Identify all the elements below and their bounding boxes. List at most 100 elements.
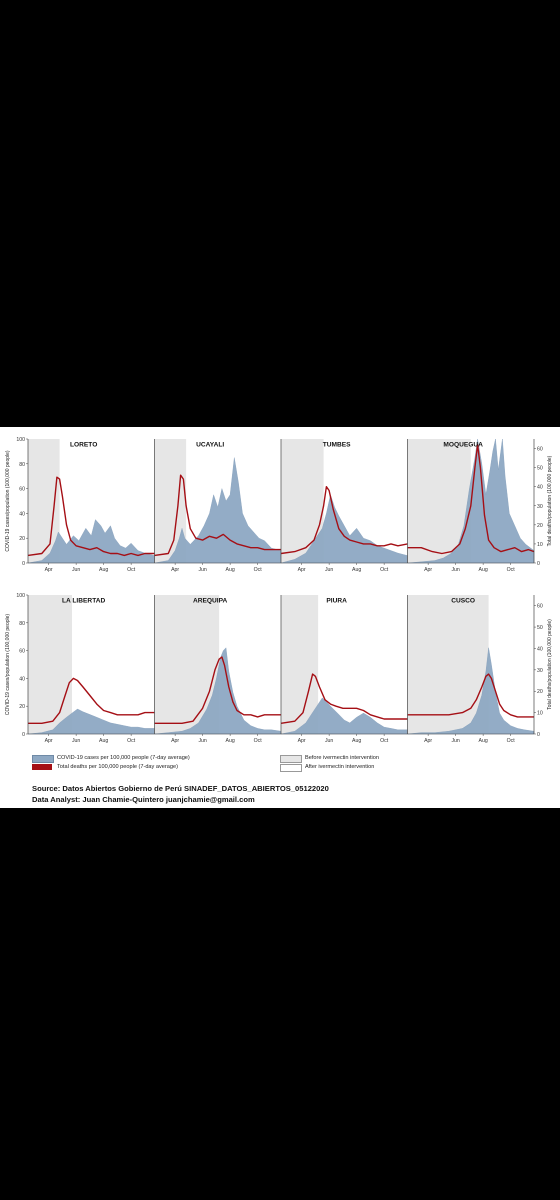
y-left-tick-label: 20 — [19, 536, 25, 542]
x-tick-label: Oct — [254, 567, 263, 573]
region-panel-la-libertad: LA LIBERTAD Apr Jun Aug Oct — [27, 595, 155, 744]
y-right-tick-label: 0 — [537, 732, 540, 738]
y-left-tick-label: 60 — [19, 487, 25, 493]
x-tick-label: Oct — [380, 567, 389, 573]
region-title: PIURA — [326, 598, 347, 605]
deaths-line — [154, 656, 281, 724]
x-tick-label: Jun — [451, 738, 459, 744]
region-panel-arequipa: AREQUIPA Apr Jun Aug Oct — [154, 595, 282, 744]
region-title: AREQUIPA — [193, 598, 228, 605]
region-panel-loreto: LORETO Apr Jun Aug Oct — [27, 439, 155, 573]
cases-area — [407, 647, 535, 735]
deaths-line — [154, 474, 281, 557]
cases-legend-label: COVID-19 cases per 100,000 people (7-day… — [57, 755, 190, 761]
y-left-tick-label: 20 — [19, 704, 25, 710]
x-tick-label: Oct — [507, 738, 516, 744]
x-tick-label: Apr — [45, 738, 53, 744]
x-tick-label: Jun — [72, 738, 80, 744]
deaths-line — [280, 486, 408, 555]
y-left-tick-label: 0 — [22, 561, 25, 567]
y-left-tick-label: 80 — [19, 462, 25, 468]
y-right-tick-label: 10 — [537, 711, 543, 717]
x-tick-label: Apr — [298, 567, 306, 573]
y-left-tick-label: 60 — [19, 649, 25, 655]
before-intervention-shade — [281, 595, 319, 734]
x-tick-label: Oct — [127, 567, 136, 573]
y-right-tick-label: 20 — [537, 523, 543, 529]
x-tick-label: Jun — [325, 567, 333, 573]
before-intervention-shade — [28, 595, 72, 734]
x-tick-label: Apr — [298, 738, 306, 744]
x-tick-label: Oct — [127, 738, 136, 744]
before-legend-label: Before ivermectin intervention — [305, 755, 379, 761]
y-right-tick-label: 40 — [537, 646, 543, 652]
region-panel-cusco: CUSCO Apr Jun Aug Oct — [407, 595, 535, 744]
y-left-tick-label: 40 — [19, 676, 25, 682]
cases-area — [27, 708, 155, 735]
y-right-tick-label: 30 — [537, 668, 543, 674]
y-right-tick-label: 50 — [537, 466, 543, 472]
after-legend-swatch — [280, 764, 302, 772]
y-right-tick-label: 20 — [537, 689, 543, 695]
y-right-tick-label: 0 — [537, 561, 540, 567]
region-panel-piura: PIURA Apr Jun Aug Oct — [280, 595, 408, 744]
region-title: LORETO — [70, 442, 97, 449]
deaths-legend-label: Total deaths per 100,000 people (7-day a… — [57, 764, 178, 770]
deaths-line — [28, 677, 155, 724]
cases-legend-swatch — [32, 755, 54, 763]
after-legend-label: After ivermectin intervention — [305, 764, 375, 770]
x-tick-label: Jun — [198, 567, 206, 573]
y-left-axis-label: COVID-19 cases/population (100,000 peopl… — [5, 614, 11, 716]
region-title: LA LIBERTAD — [62, 598, 105, 605]
x-tick-label: Oct — [254, 738, 263, 744]
region-title: CUSCO — [451, 598, 475, 605]
source-line: Source: Datos Abiertos Gobierno de Perú … — [32, 784, 329, 793]
deaths-line — [27, 476, 155, 557]
x-tick-label: Apr — [171, 738, 179, 744]
y-right-tick-label: 60 — [537, 447, 543, 453]
x-tick-label: Jun — [198, 738, 206, 744]
cases-area — [280, 697, 408, 735]
region-panel-moquegua: MOQUEGUA Apr Jun Aug Oct — [407, 438, 535, 573]
x-tick-label: Apr — [171, 567, 179, 573]
x-tick-label: Aug — [479, 567, 488, 573]
x-tick-label: Aug — [226, 738, 235, 744]
y-left-tick-label: 40 — [19, 511, 25, 517]
x-tick-label: Oct — [507, 567, 516, 573]
y-right-tick-label: 40 — [537, 485, 543, 491]
region-panel-tumbes: TUMBES Apr Jun Aug Oct — [280, 439, 408, 573]
y-left-tick-label: 80 — [19, 621, 25, 627]
x-tick-label: Apr — [424, 738, 432, 744]
y-left-tick-label: 100 — [16, 593, 25, 599]
analyst-line: Data Analyst: Juan Chamie-Quintero juanj… — [32, 795, 255, 804]
y-right-tick-label: 60 — [537, 604, 543, 610]
region-title: TUMBES — [323, 442, 351, 449]
x-tick-label: Aug — [226, 567, 235, 573]
y-left-tick-label: 100 — [16, 437, 25, 443]
before-legend-swatch — [280, 755, 302, 763]
y-left-tick-label: 0 — [22, 732, 25, 738]
deaths-line — [407, 673, 534, 718]
y-left-axis-label: COVID-19 cases/population (100,000 peopl… — [5, 450, 11, 552]
region-title: UCAYALI — [196, 442, 224, 449]
x-tick-label: Aug — [479, 738, 488, 744]
y-right-tick-label: 30 — [537, 504, 543, 510]
y-right-tick-label: 10 — [537, 542, 543, 548]
region-panel-ucayali: UCAYALI Apr Jun Aug Oct — [154, 439, 282, 573]
figure-panel: LORETO Apr Jun Aug Oct UCAYALI Apr Jun Aug Oct TUM… — [0, 427, 560, 808]
x-tick-label: Aug — [352, 738, 361, 744]
cases-area — [27, 519, 155, 564]
x-tick-label: Aug — [352, 567, 361, 573]
x-tick-label: Aug — [99, 738, 108, 744]
deaths-line — [407, 444, 535, 555]
x-tick-label: Apr — [45, 567, 53, 573]
deaths-legend-swatch — [32, 764, 52, 770]
x-tick-label: Oct — [380, 738, 389, 744]
x-tick-label: Aug — [99, 567, 108, 573]
y-right-axis-label: Total deaths/population (100,000 people) — [547, 455, 553, 546]
x-tick-label: Apr — [424, 567, 432, 573]
x-tick-label: Jun — [72, 567, 80, 573]
cases-area — [154, 457, 282, 564]
